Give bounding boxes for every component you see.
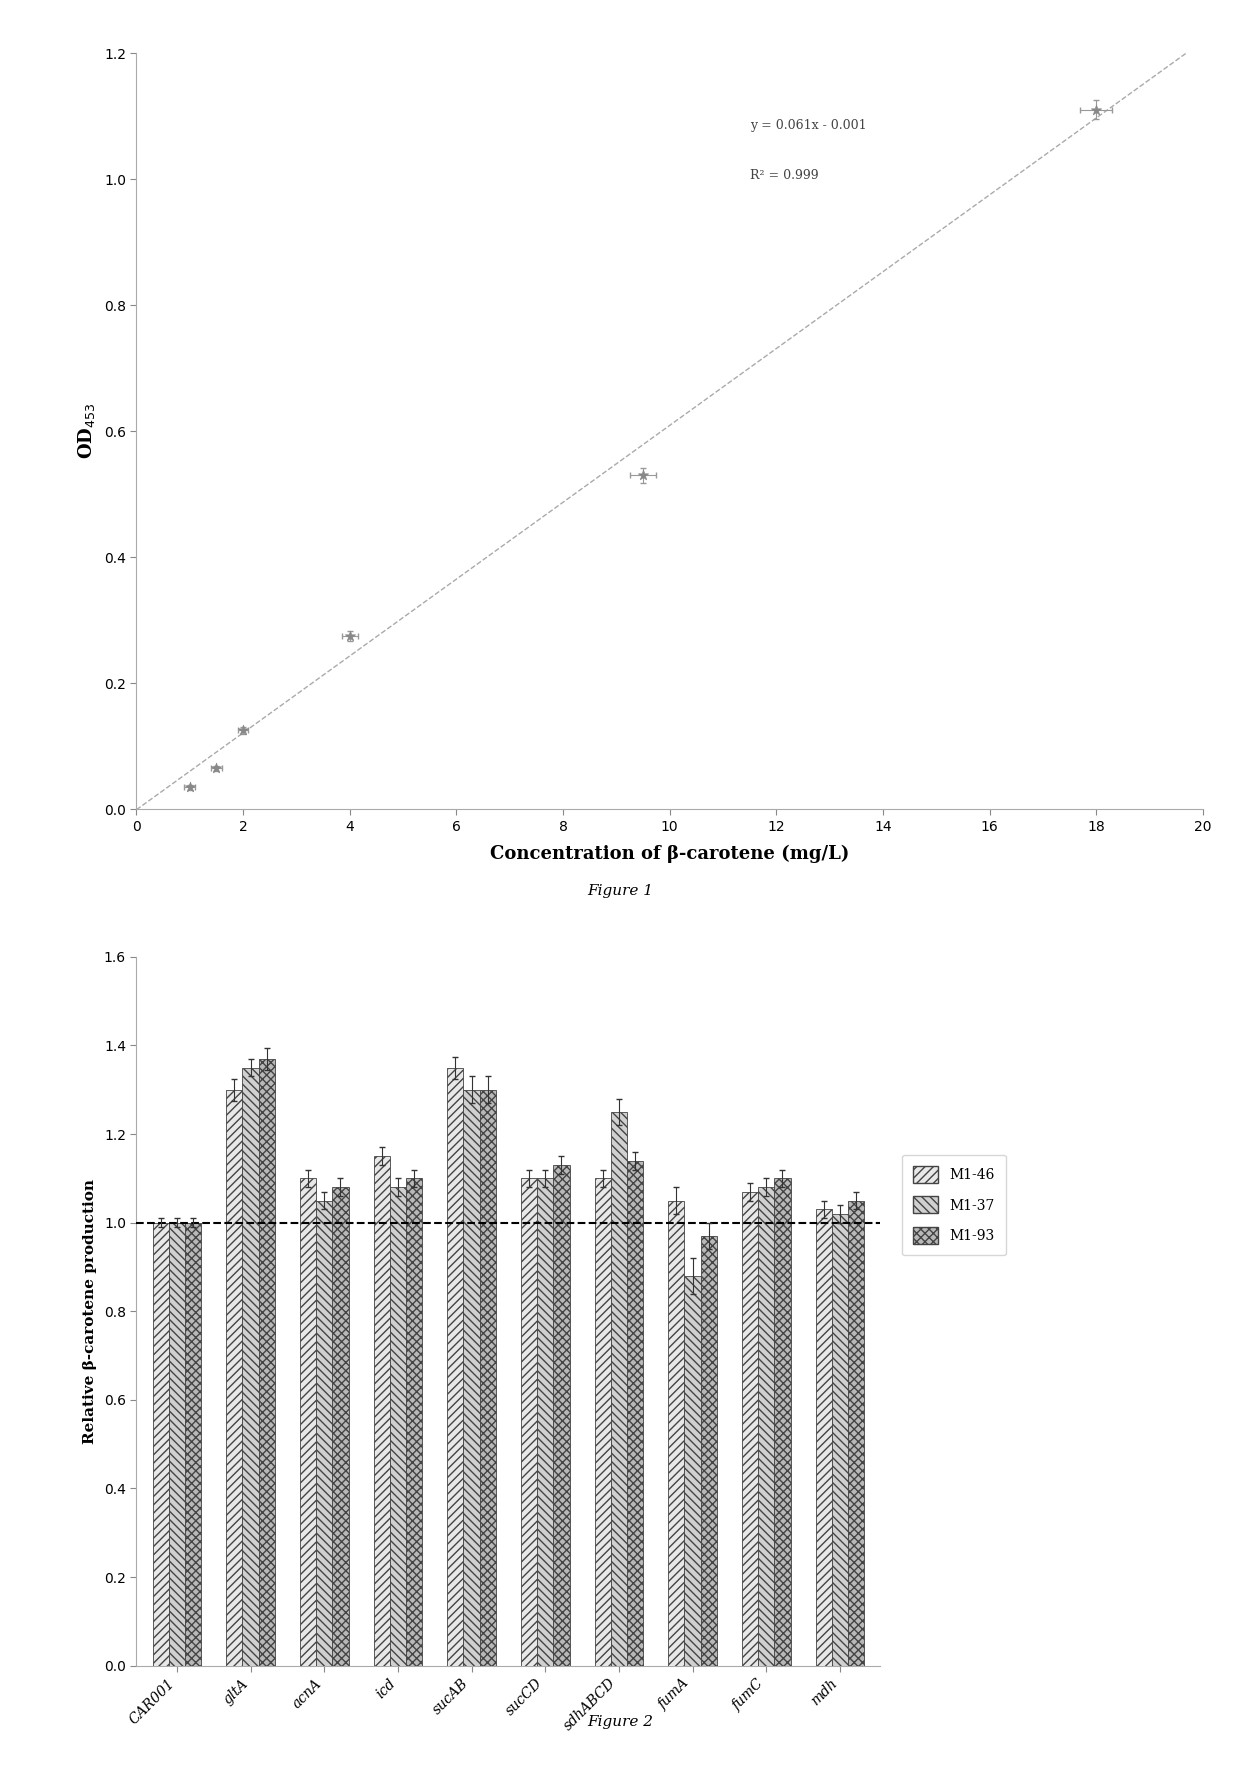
Point bbox=[206, 753, 226, 781]
Bar bbox=[701, 1237, 717, 1666]
Legend: M1-46, M1-37, M1-93: M1-46, M1-37, M1-93 bbox=[903, 1155, 1006, 1255]
Bar bbox=[169, 1223, 185, 1666]
Bar bbox=[373, 1157, 389, 1666]
Bar bbox=[226, 1090, 243, 1666]
Text: Figure 2: Figure 2 bbox=[587, 1715, 653, 1729]
Bar bbox=[537, 1178, 553, 1666]
Bar bbox=[742, 1191, 758, 1666]
Bar bbox=[185, 1223, 201, 1666]
Point bbox=[1086, 96, 1106, 124]
Bar bbox=[832, 1214, 848, 1666]
Bar bbox=[389, 1187, 405, 1666]
Bar bbox=[316, 1201, 332, 1666]
Bar bbox=[627, 1161, 644, 1666]
Bar bbox=[243, 1067, 259, 1666]
Text: y = 0.061x - 0.001: y = 0.061x - 0.001 bbox=[749, 119, 867, 131]
Bar bbox=[774, 1178, 791, 1666]
Bar bbox=[259, 1060, 275, 1666]
Point bbox=[632, 461, 652, 489]
Bar bbox=[758, 1187, 774, 1666]
Bar bbox=[611, 1113, 627, 1666]
X-axis label: Concentration of β-carotene (mg/L): Concentration of β-carotene (mg/L) bbox=[490, 845, 849, 863]
Bar bbox=[595, 1178, 611, 1666]
Bar bbox=[521, 1178, 537, 1666]
Bar bbox=[816, 1209, 832, 1666]
Text: R² = 0.999: R² = 0.999 bbox=[749, 168, 818, 183]
Bar bbox=[153, 1223, 169, 1666]
Bar bbox=[405, 1178, 422, 1666]
Bar bbox=[464, 1090, 480, 1666]
Bar bbox=[684, 1276, 701, 1666]
Y-axis label: Relative β-carotene production: Relative β-carotene production bbox=[83, 1178, 97, 1444]
Bar bbox=[668, 1201, 684, 1666]
Point bbox=[233, 716, 253, 744]
Point bbox=[340, 622, 360, 650]
Bar bbox=[332, 1187, 348, 1666]
Bar bbox=[553, 1166, 569, 1666]
Bar bbox=[300, 1178, 316, 1666]
Y-axis label: OD$_{453}$: OD$_{453}$ bbox=[76, 402, 97, 459]
Text: Figure 1: Figure 1 bbox=[587, 884, 653, 898]
Bar bbox=[848, 1201, 864, 1666]
Bar bbox=[480, 1090, 496, 1666]
Point bbox=[180, 773, 200, 801]
Bar bbox=[448, 1067, 464, 1666]
